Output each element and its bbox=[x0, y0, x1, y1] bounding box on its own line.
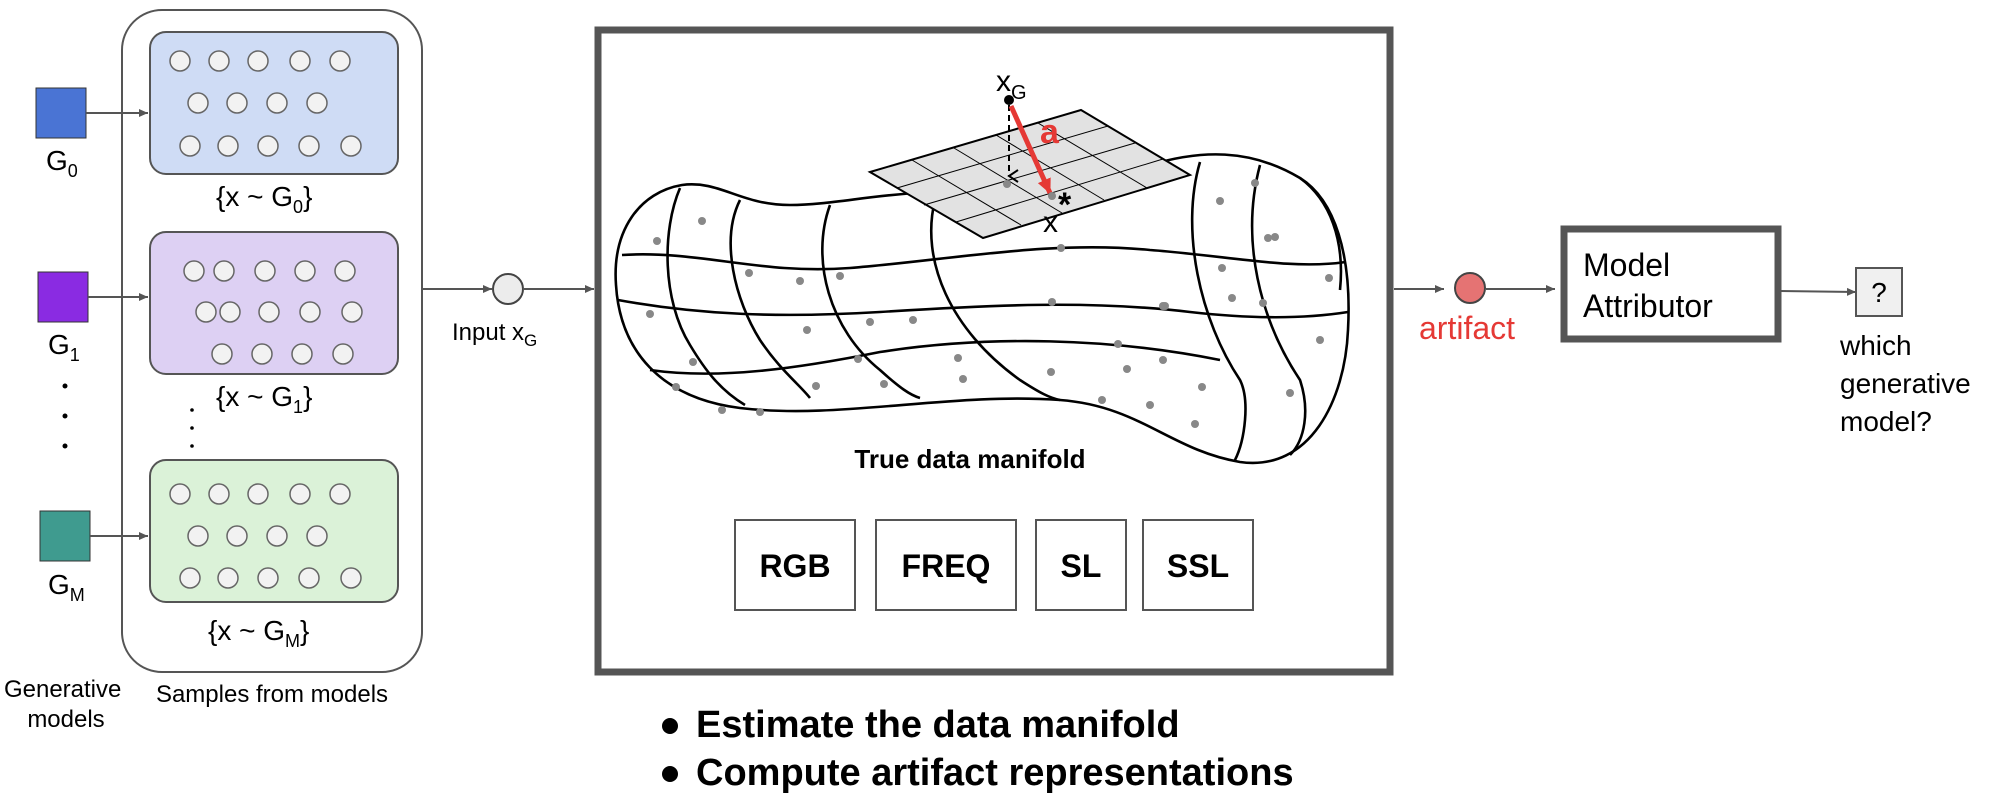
generator-square bbox=[39, 510, 91, 562]
flow-arrow bbox=[1779, 287, 1857, 296]
sample-set-label-gm: {x ~ GM} bbox=[208, 615, 309, 651]
svg-text:GM: GM bbox=[48, 569, 85, 605]
xg-point-label: xG bbox=[996, 65, 1027, 104]
svg-text:SSL: SSL bbox=[1167, 548, 1229, 584]
samples-container bbox=[121, 9, 423, 673]
input-node bbox=[492, 273, 524, 305]
representation-rgb: RGB bbox=[734, 519, 856, 611]
generator-square bbox=[37, 271, 89, 323]
bullet-dot bbox=[662, 766, 678, 782]
output-symbol: ? bbox=[1871, 277, 1887, 308]
generator-g0: G0 bbox=[35, 87, 87, 181]
manifold-title: True data manifold bbox=[854, 444, 1085, 474]
bullet-item: Compute artifact representations bbox=[696, 752, 1294, 794]
artifact-vector-label: a bbox=[1040, 113, 1060, 151]
artifact-label: artifact bbox=[1419, 310, 1515, 346]
representation-freq: FREQ bbox=[875, 519, 1017, 611]
manifold-shape bbox=[614, 153, 1350, 465]
generator-label: G bbox=[46, 145, 68, 176]
input-label: Input xG bbox=[452, 319, 537, 350]
bullet-dot bbox=[662, 718, 678, 734]
svg-text:SL: SL bbox=[1061, 548, 1102, 584]
xg-point bbox=[1004, 95, 1014, 105]
generator-gm: GM bbox=[39, 510, 91, 605]
sample-dots bbox=[169, 483, 362, 589]
generator-sub: M bbox=[70, 585, 85, 605]
model-attributor-box bbox=[1560, 225, 1782, 343]
artifact-node bbox=[1454, 272, 1486, 304]
generator-label: G bbox=[48, 329, 70, 360]
representation-sl: SL bbox=[1035, 519, 1127, 611]
bullet-item: Estimate the data manifold bbox=[696, 704, 1180, 746]
generator-sub: 1 bbox=[70, 345, 80, 365]
sample-set-label-g0: {x ~ G0} bbox=[216, 181, 312, 217]
sample-panel-g1 bbox=[149, 231, 399, 375]
vertical-ellipsis bbox=[62, 383, 68, 449]
generative-models-caption: Generative models bbox=[4, 676, 128, 733]
sample-dots bbox=[169, 50, 362, 157]
projected-point-label: x* bbox=[1043, 186, 1072, 239]
output-box bbox=[1855, 267, 1903, 317]
svg-text:G0: G0 bbox=[46, 145, 78, 181]
sample-panel-gm bbox=[149, 459, 399, 603]
manifold-data-points bbox=[646, 179, 1333, 428]
svg-text:FREQ: FREQ bbox=[902, 548, 991, 584]
output-question: which generative model? bbox=[1839, 330, 1979, 437]
sample-panel-g0 bbox=[149, 31, 399, 175]
generator-square bbox=[35, 87, 87, 139]
generator-label: G bbox=[48, 569, 70, 600]
generator-sub: 0 bbox=[68, 161, 78, 181]
svg-text:RGB: RGB bbox=[759, 548, 830, 584]
samples-caption: Samples from models bbox=[156, 681, 388, 708]
artifact-vector bbox=[1008, 104, 1053, 195]
bullet-list: Estimate the data manifold Compute artif… bbox=[662, 704, 1294, 794]
generator-g1: G1 bbox=[37, 271, 89, 365]
sample-set-label-g1: {x ~ G1} bbox=[216, 381, 312, 417]
svg-text:G1: G1 bbox=[48, 329, 80, 365]
vertical-ellipsis bbox=[190, 408, 194, 448]
representation-ssl: SSL bbox=[1142, 519, 1254, 611]
model-attributor-label: Model Attributor bbox=[1583, 247, 1713, 324]
sample-dots bbox=[183, 260, 363, 365]
tangent-plane bbox=[867, 108, 1193, 240]
